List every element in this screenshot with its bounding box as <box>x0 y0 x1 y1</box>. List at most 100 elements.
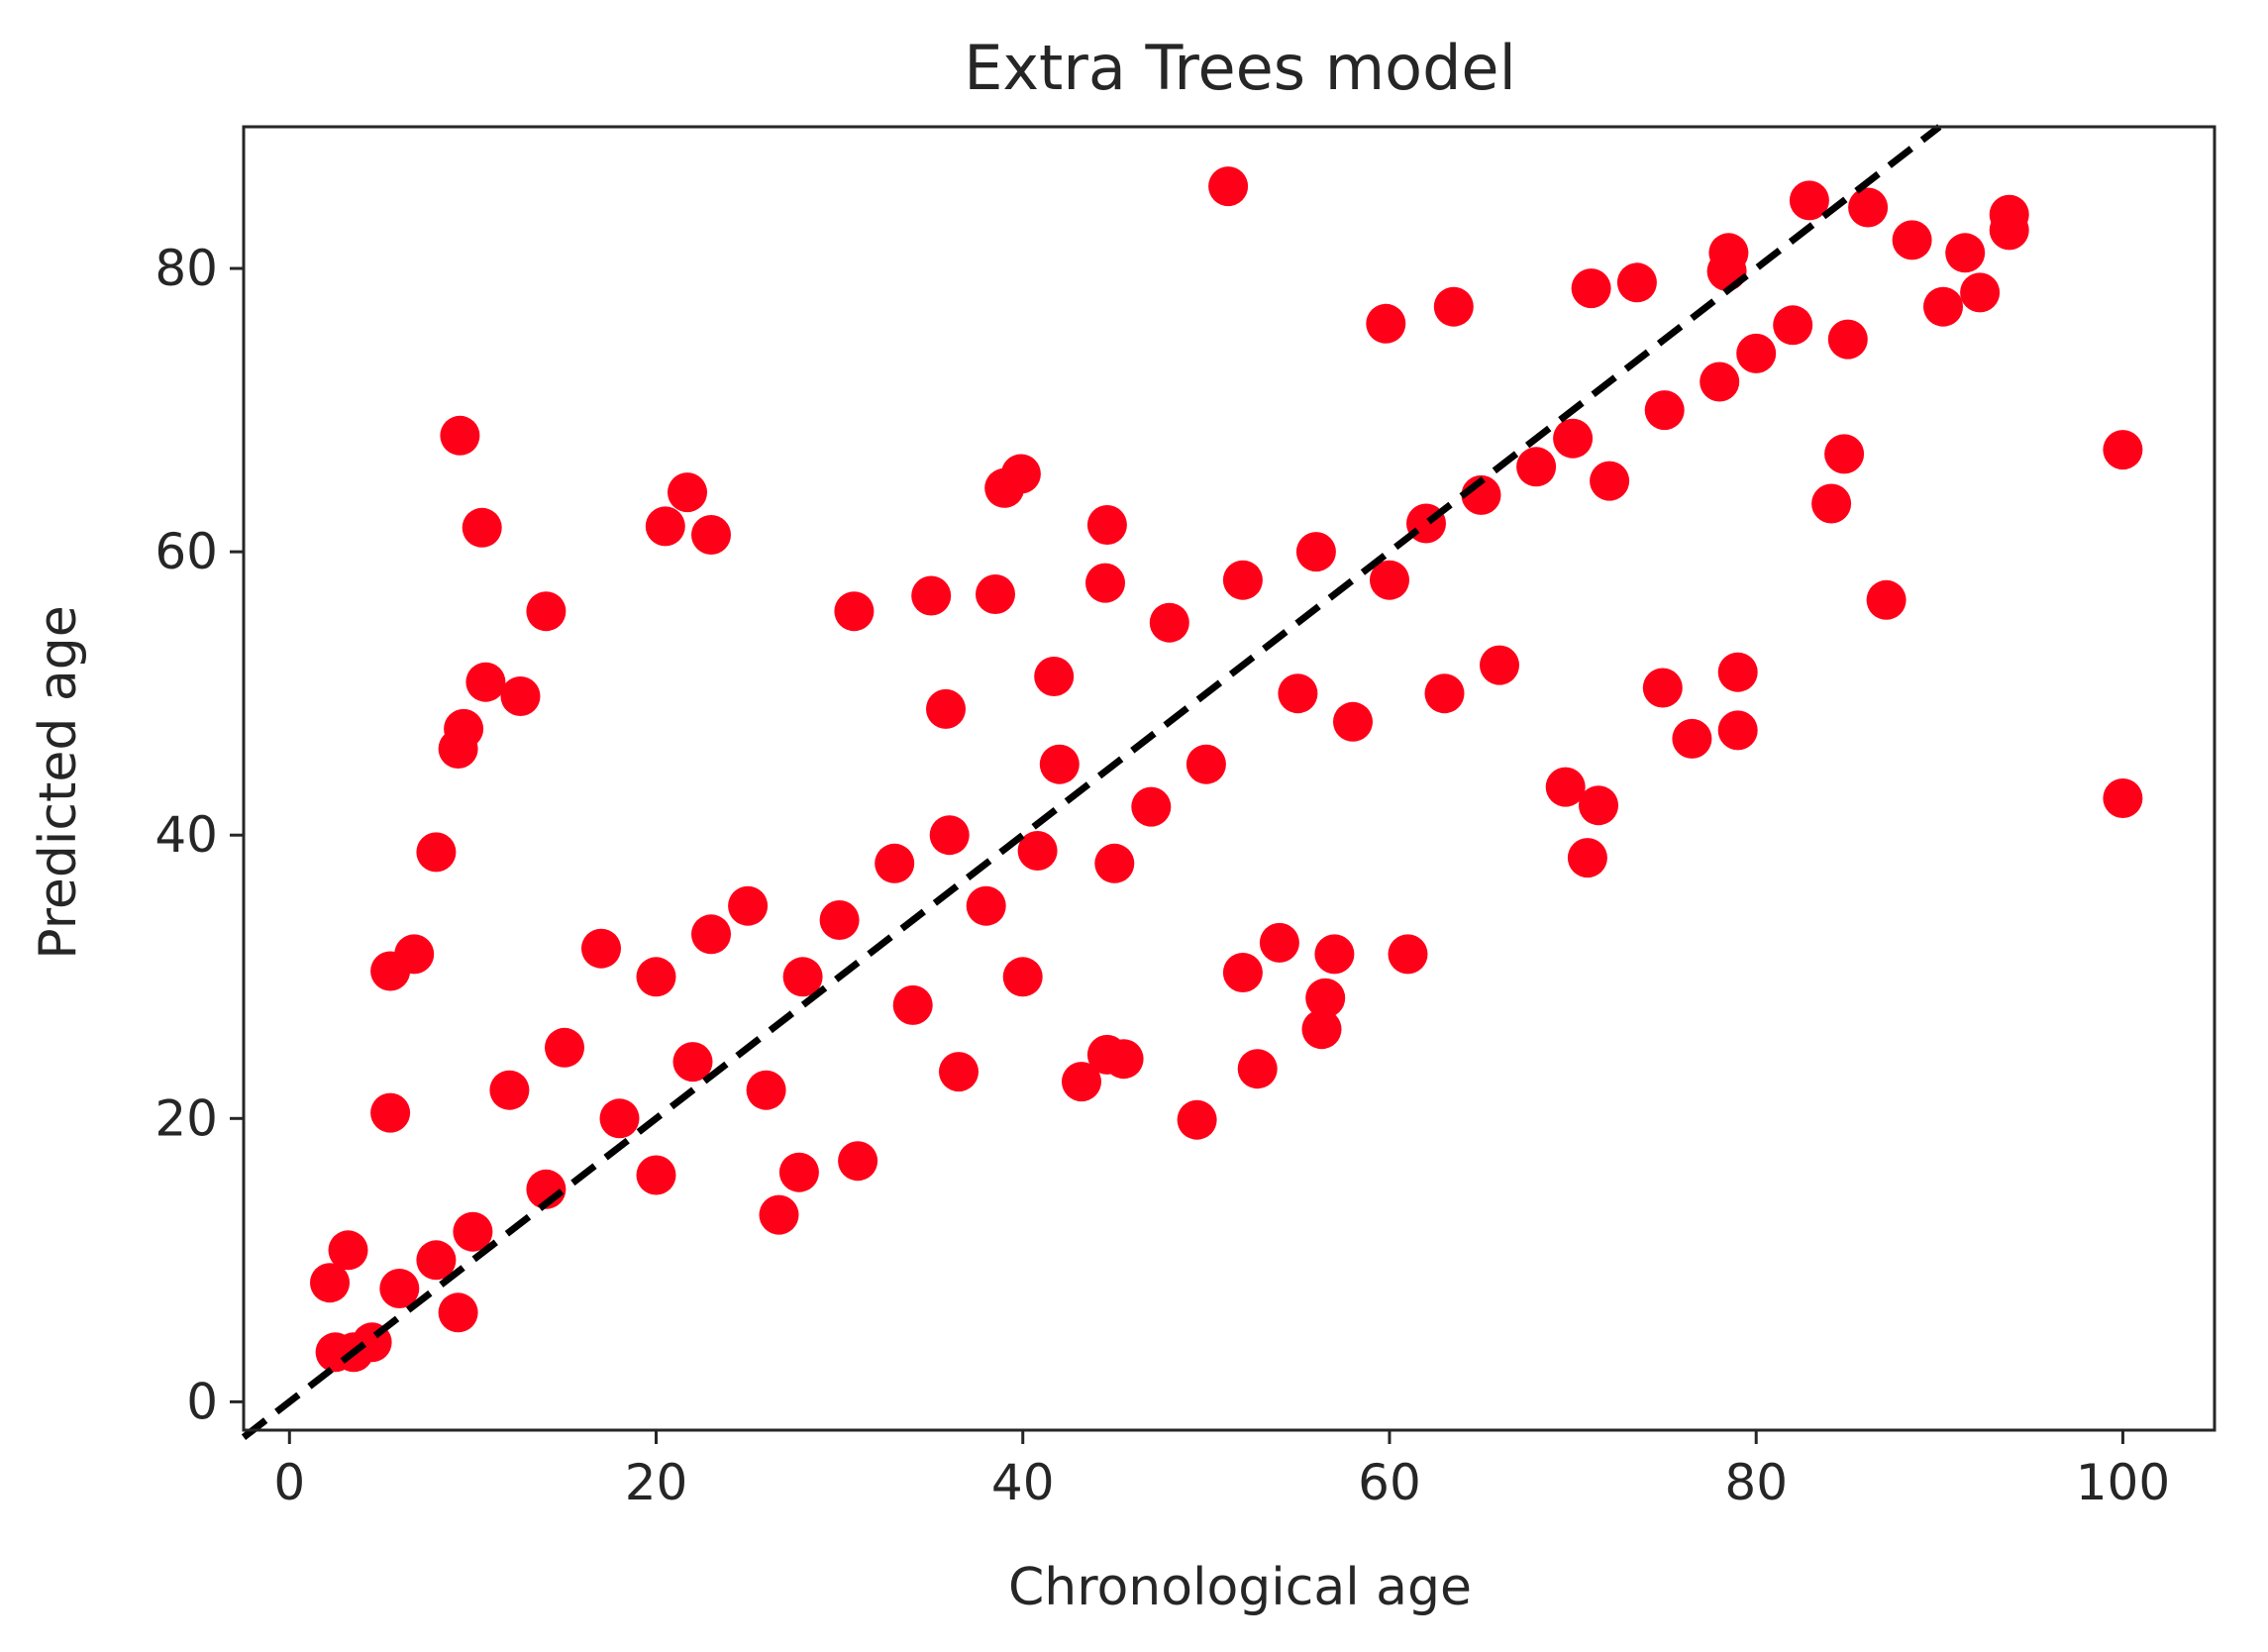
data-point <box>1039 744 1080 784</box>
data-point <box>1017 831 1058 871</box>
data-point <box>1094 843 1135 883</box>
data-point <box>545 1027 584 1068</box>
data-point <box>416 832 457 873</box>
data-point <box>581 928 621 969</box>
y-tick-label: 40 <box>155 806 218 864</box>
data-point <box>1567 838 1607 878</box>
plot-frame <box>242 125 2216 1432</box>
data-point <box>1848 187 1889 228</box>
x-tick-label: 60 <box>1358 1454 1421 1511</box>
data-point <box>728 885 769 926</box>
data-point <box>1516 447 1557 487</box>
data-point <box>1370 560 1409 600</box>
y-tick-label: 60 <box>155 523 218 580</box>
data-point <box>636 957 676 997</box>
data-point <box>370 1092 411 1133</box>
data-point <box>1314 934 1355 975</box>
data-point <box>599 1098 640 1139</box>
data-point <box>1131 786 1172 827</box>
data-point <box>1545 767 1586 807</box>
data-point <box>1278 673 1318 714</box>
data-point <box>1616 262 1657 303</box>
data-point <box>1824 434 1865 474</box>
data-point <box>416 1240 457 1281</box>
data-point <box>746 1070 786 1110</box>
data-point <box>778 1152 819 1192</box>
data-point <box>929 815 970 856</box>
data-point <box>834 591 875 632</box>
data-point <box>1923 286 1963 327</box>
data-point <box>1672 718 1712 759</box>
x-tick-label: 20 <box>625 1454 688 1511</box>
data-point <box>500 676 541 716</box>
x-axis-label: Chronological age <box>1008 1558 1472 1617</box>
data-point <box>1789 180 1829 221</box>
data-point <box>2103 778 2143 818</box>
data-point <box>875 843 915 883</box>
y-axis-label: Predicted age <box>29 605 88 960</box>
data-point <box>465 662 506 702</box>
data-point <box>691 914 731 955</box>
data-point <box>1424 673 1465 714</box>
data-point <box>1571 268 1611 309</box>
data-point <box>2103 430 2143 470</box>
data-point <box>1579 785 1618 826</box>
data-point <box>462 507 502 548</box>
x-axis: 0 20 40 60 80 100 <box>273 1430 2170 1511</box>
data-point <box>489 1070 530 1110</box>
data-point <box>1892 220 1932 260</box>
plot-area <box>244 127 2215 1430</box>
y-tick-label: 80 <box>155 240 218 297</box>
data-point <box>1866 579 1907 620</box>
data-point <box>668 472 707 513</box>
data-point <box>1002 957 1043 997</box>
data-point <box>438 1292 478 1333</box>
data-point <box>672 1042 713 1083</box>
data-point <box>526 591 567 632</box>
data-point <box>1989 210 2029 251</box>
data-point <box>1811 483 1852 524</box>
data-point <box>1149 602 1189 643</box>
data-point <box>1700 361 1740 402</box>
data-point <box>310 1263 350 1303</box>
data-point <box>939 1052 979 1092</box>
data-point <box>394 934 435 975</box>
data-point <box>1553 418 1594 459</box>
data-point <box>1086 505 1127 545</box>
data-point <box>1717 710 1758 751</box>
data-point <box>1717 652 1758 692</box>
data-point <box>1644 390 1685 431</box>
data-point <box>453 1211 493 1252</box>
data-point <box>328 1230 368 1271</box>
data-point <box>691 515 731 555</box>
data-point <box>1366 303 1406 344</box>
data-point <box>1773 305 1813 346</box>
data-point <box>911 575 952 616</box>
data-point <box>1295 532 1336 572</box>
data-point <box>759 1194 799 1235</box>
data-point <box>1301 1009 1342 1050</box>
identity-reference-line <box>241 124 1942 1440</box>
data-point <box>440 415 480 456</box>
data-point <box>1960 272 2001 313</box>
data-point <box>1186 744 1226 784</box>
data-point <box>1480 645 1519 685</box>
chart-title: Extra Trees model <box>964 32 1516 104</box>
data-point <box>976 574 1015 614</box>
data-point <box>1237 1049 1278 1089</box>
data-point <box>1590 461 1630 501</box>
data-point <box>444 708 484 749</box>
x-tick-label: 100 <box>2076 1454 2170 1511</box>
data-point <box>926 688 966 729</box>
data-point <box>1827 319 1868 360</box>
data-point <box>1034 657 1075 696</box>
data-point <box>1259 922 1299 963</box>
data-point <box>1706 251 1747 291</box>
data-point <box>1208 166 1249 207</box>
data-point <box>1103 1039 1144 1080</box>
data-point <box>1333 701 1373 742</box>
x-tick-label: 80 <box>1724 1454 1788 1511</box>
data-point <box>1642 668 1683 708</box>
data-point <box>966 885 1006 926</box>
